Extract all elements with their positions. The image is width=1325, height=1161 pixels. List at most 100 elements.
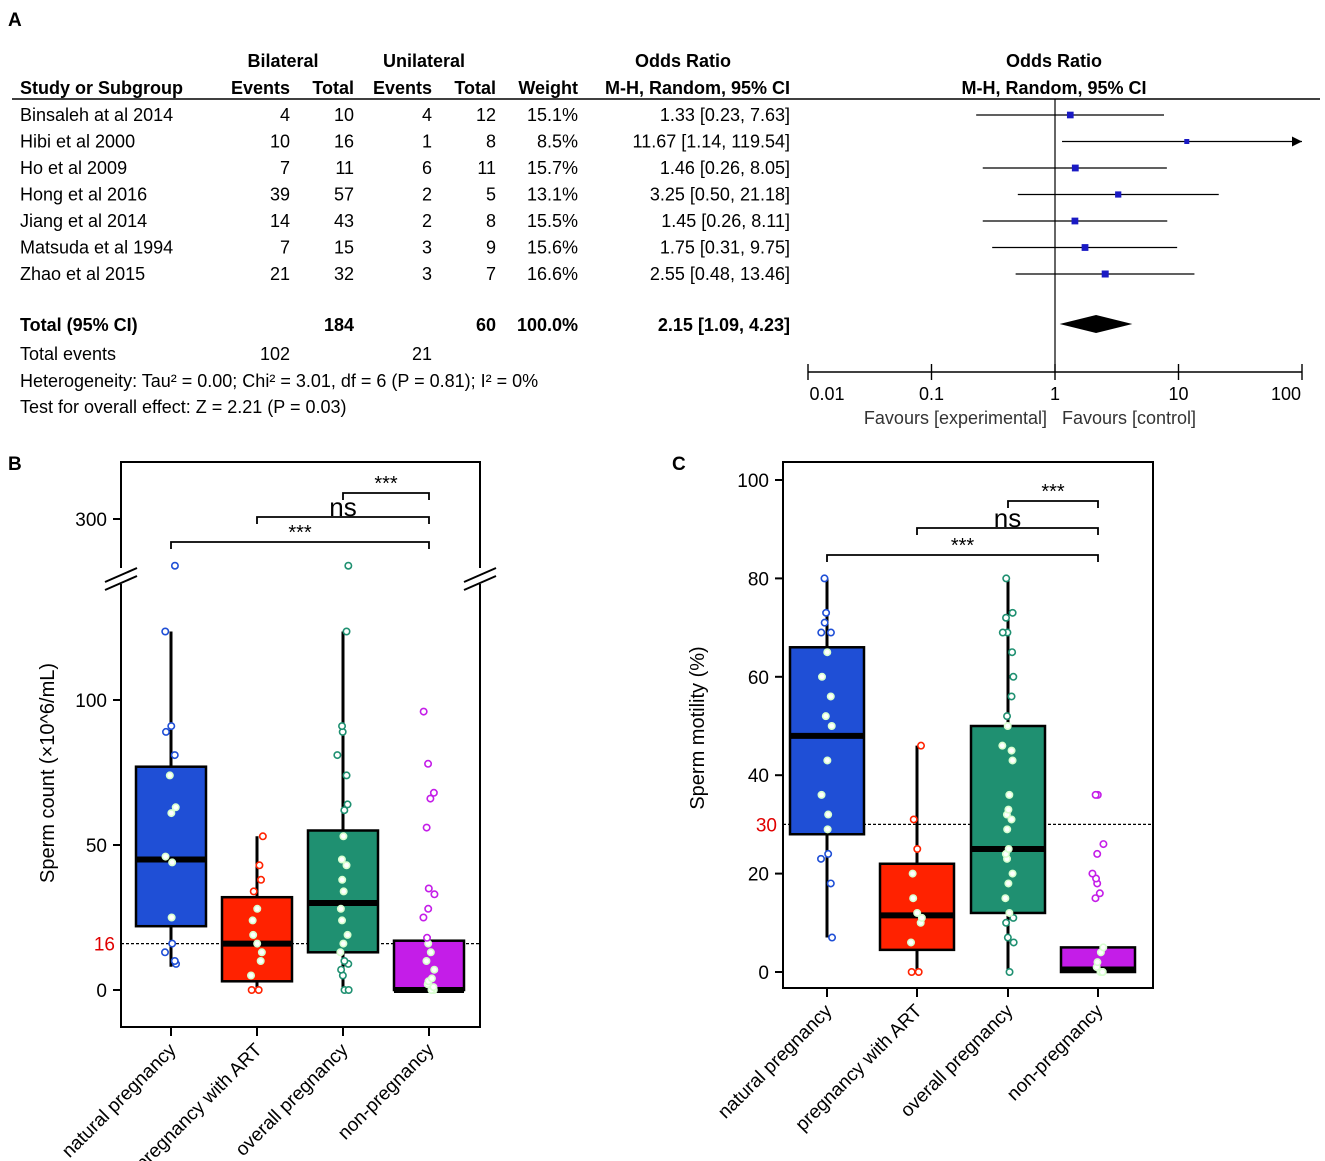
data-point: [821, 712, 830, 721]
significance-label: ***: [288, 522, 312, 544]
data-point: [1091, 790, 1100, 799]
col-study: Study or Subgroup: [20, 78, 183, 98]
total-ci: 2.15 [1.09, 4.23]: [658, 315, 790, 335]
data-point: [817, 790, 826, 799]
data-point: [826, 692, 835, 701]
data-point: [1007, 746, 1016, 755]
data-point: [908, 869, 917, 878]
data-point: [337, 965, 346, 974]
uni-events: 1: [422, 132, 432, 152]
data-point: [423, 933, 432, 942]
data-point: [168, 858, 177, 867]
data-point: [1098, 967, 1107, 976]
heterogeneity-text: Heterogeneity: Tau² = 0.00; Chi² = 3.01,…: [20, 371, 538, 391]
data-point: [255, 861, 264, 870]
data-point: [337, 855, 346, 864]
data-point: [1002, 574, 1011, 583]
y-tick-label: 0: [96, 981, 107, 1002]
study-name: Hong et al 2016: [20, 185, 147, 205]
data-point: [826, 628, 835, 637]
data-point: [340, 956, 349, 965]
pooled-diamond: [1059, 315, 1133, 333]
data-point: [424, 884, 433, 893]
data-point: [343, 930, 352, 939]
panel-label-a: A: [8, 10, 22, 31]
data-point: [820, 618, 829, 627]
data-point: [249, 887, 258, 896]
x-tick-label: 10: [1168, 384, 1188, 404]
data-point: [1099, 943, 1108, 952]
data-point: [424, 759, 433, 768]
study-estimate: [1066, 111, 1074, 119]
data-point: [1003, 721, 1012, 730]
weight: 13.1%: [527, 185, 578, 205]
data-point: [1091, 894, 1100, 903]
data-point: [167, 913, 176, 922]
data-point: [426, 794, 435, 803]
total-events-uni: 21: [412, 344, 432, 364]
data-point: [161, 948, 170, 957]
data-point: [165, 771, 174, 780]
data-point: [917, 741, 926, 750]
forest-plot-panel: Bilateral Unilateral Odds Ratio Odds Rat…: [12, 51, 1320, 428]
plot-frame: [782, 461, 1154, 989]
study-name: Binsaleh at al 2014: [20, 105, 173, 125]
data-point: [336, 904, 345, 913]
study-name: Jiang et al 2014: [20, 211, 147, 231]
data-point: [340, 806, 349, 815]
study-name: Ho et al 2009: [20, 158, 127, 178]
forest-rows: Binsaleh at al 2014 4 10 4 12 15.1% 1.33 [0.23…: [20, 105, 790, 284]
data-point: [247, 985, 256, 994]
study-estimate: [1071, 164, 1079, 172]
data-point: [1093, 849, 1102, 858]
significance-bracket: [916, 527, 1099, 535]
data-point: [419, 913, 428, 922]
data-point: [1007, 692, 1016, 701]
data-point: [1004, 805, 1013, 814]
y-axis-label: Sperm motility (%): [687, 646, 709, 809]
total-weight: 100.0%: [517, 315, 578, 335]
significance-bracket: [170, 541, 430, 549]
data-point: [333, 751, 342, 760]
data-point: [817, 672, 826, 681]
data-point: [817, 854, 826, 863]
data-point: [161, 627, 170, 636]
ci-text: 2.55 [0.48, 13.46]: [650, 264, 790, 284]
favours-left: Favours [experimental]: [864, 408, 1047, 428]
data-point: [1007, 815, 1016, 824]
y-axis-label: Sperm count (×10^6/mL): [37, 663, 59, 883]
data-point: [429, 788, 438, 797]
data-point: [1009, 913, 1018, 922]
ci-text: 3.25 [0.50, 21.18]: [650, 185, 790, 205]
data-point: [161, 852, 170, 861]
data-point: [1005, 967, 1014, 976]
axis-break-mark: [104, 567, 138, 583]
sperm-count-boxplot: Sperm count (×10^6/mL) 05010030016natura…: [37, 461, 498, 1161]
col-weight: Weight: [518, 78, 578, 98]
ci-text: 1.75 [0.31, 9.75]: [660, 238, 790, 258]
data-point: [342, 861, 351, 870]
data-point: [823, 825, 832, 834]
axis-break-mark: [463, 567, 497, 583]
data-point: [914, 967, 923, 976]
data-point: [1008, 608, 1017, 617]
x-tick-label: 1: [1050, 384, 1060, 404]
significance-bracket: [342, 492, 430, 500]
data-point: [1002, 613, 1011, 622]
header-odds-ratio-plot: Odds Ratio: [1006, 51, 1102, 71]
data-point: [820, 574, 829, 583]
data-point: [342, 627, 351, 636]
forest-plot-area: 0.01 0.1 1 10 100: [807, 99, 1303, 404]
y-tick-label: 80: [748, 569, 769, 590]
data-point: [161, 727, 170, 736]
data-point: [170, 751, 179, 760]
significance-label: ***: [951, 535, 975, 557]
col-bil-events: Events: [231, 78, 290, 98]
x-tick-label: 0.01: [809, 384, 844, 404]
data-point: [907, 938, 916, 947]
plot-frame: [120, 461, 481, 1028]
data-point: [1003, 933, 1012, 942]
data-point: [917, 913, 926, 922]
